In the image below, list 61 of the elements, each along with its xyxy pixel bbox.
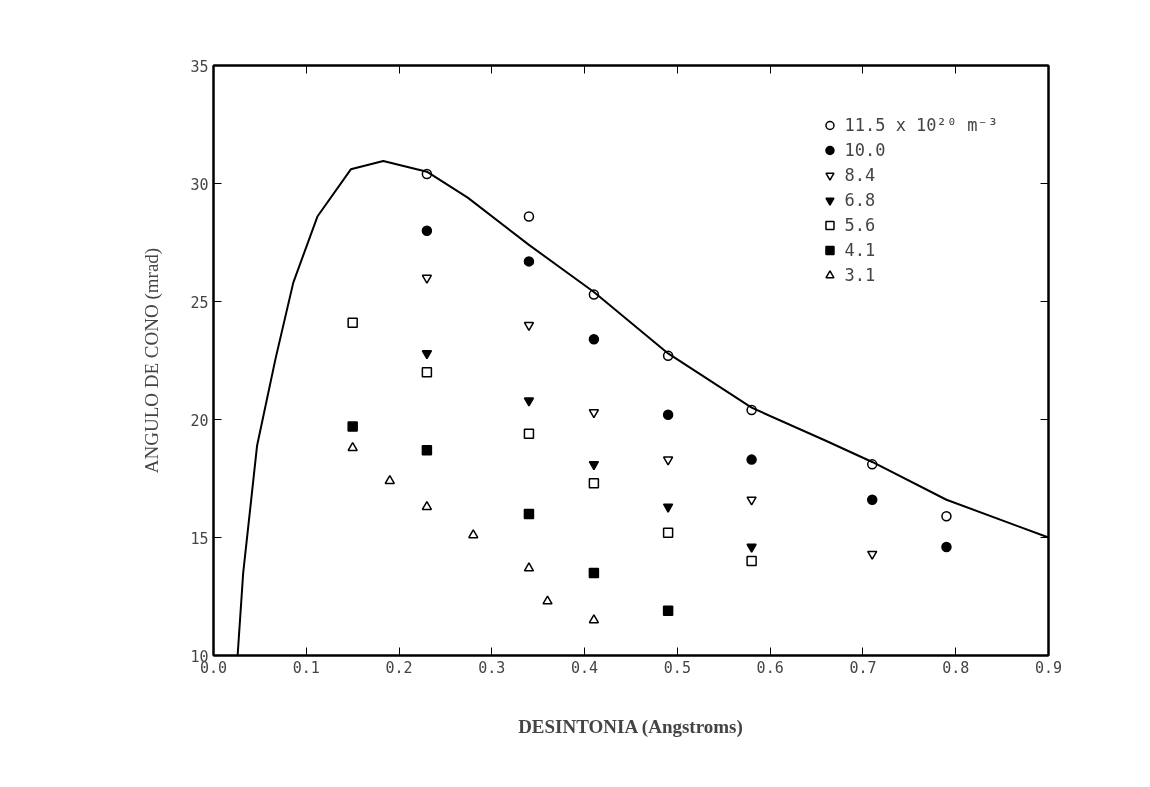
point <box>421 444 433 456</box>
legend-label: 3.1 <box>844 265 876 285</box>
point <box>523 562 535 572</box>
point <box>866 550 878 560</box>
point <box>662 527 674 539</box>
point <box>588 477 600 489</box>
point <box>588 614 600 624</box>
point <box>662 409 674 421</box>
point <box>468 529 479 539</box>
point <box>384 474 396 485</box>
x-tick-label: 0.2 <box>385 658 413 677</box>
point <box>746 555 757 567</box>
point <box>588 409 600 419</box>
point <box>866 494 878 505</box>
point <box>662 456 674 466</box>
point <box>523 211 535 222</box>
point <box>347 421 358 432</box>
point <box>421 274 433 284</box>
point <box>523 321 535 332</box>
point <box>746 543 757 553</box>
x-tick-label: 0.9 <box>1034 658 1063 677</box>
y-tick-label: 25 <box>190 293 209 312</box>
x-tick-label: 0.5 <box>663 658 691 677</box>
x-tick-label: 0.4 <box>571 658 599 677</box>
point <box>662 503 674 513</box>
point <box>588 460 600 471</box>
y-tick-label: 35 <box>190 57 209 76</box>
point <box>523 397 535 407</box>
point <box>421 225 433 236</box>
x-tick-label: 0.1 <box>292 658 320 677</box>
point <box>941 511 952 522</box>
legend-label: 6.8 <box>844 190 876 210</box>
x-tick-label: 0.7 <box>849 658 877 677</box>
y-tick-label: 20 <box>190 411 209 430</box>
x-tick-label: 0.3 <box>478 658 506 677</box>
point <box>347 441 358 452</box>
legend-label: 5.6 <box>844 215 876 235</box>
point <box>588 567 600 579</box>
legend-label: 4.1 <box>844 240 876 260</box>
point <box>421 500 433 511</box>
point <box>746 496 757 506</box>
point <box>588 334 600 345</box>
point <box>941 541 952 553</box>
x-axis-title: DESINTONIA (Angstroms) <box>518 715 743 738</box>
legend-label: 10.0 <box>844 140 886 160</box>
legend-label: 8.4 <box>844 165 876 185</box>
point <box>421 367 433 378</box>
y-axis-title: ANGULO DE CONO (mrad) <box>141 247 164 474</box>
x-tick-label: 0.6 <box>756 658 784 677</box>
y-tick-label: 15 <box>190 529 209 548</box>
point <box>662 605 674 616</box>
point <box>523 428 535 439</box>
point <box>347 317 358 328</box>
point <box>421 350 433 360</box>
x-tick-label: 0.8 <box>942 658 970 677</box>
point <box>523 508 535 520</box>
legend-label: 11.5 x 10²⁰ m⁻³ <box>844 115 998 135</box>
y-tick-label: 30 <box>190 175 209 194</box>
point <box>746 454 757 465</box>
point <box>542 595 553 605</box>
point <box>523 256 535 267</box>
